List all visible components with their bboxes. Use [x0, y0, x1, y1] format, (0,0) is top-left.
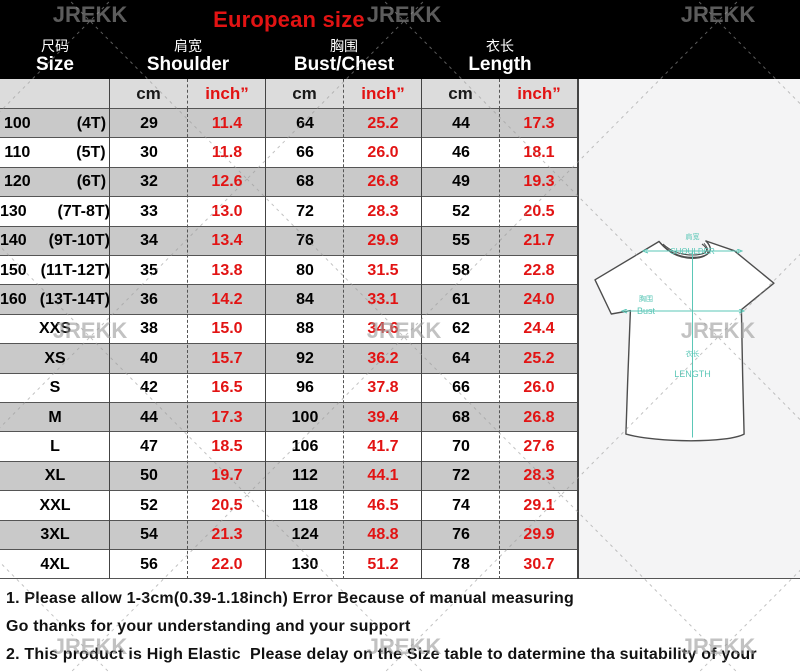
- svg-text:SHOULDER: SHOULDER: [670, 247, 715, 256]
- svg-text:LENGTH: LENGTH: [674, 369, 711, 379]
- svg-text:胸围: 胸围: [639, 294, 653, 303]
- svg-text:肩宽: 肩宽: [686, 232, 700, 241]
- svg-text:Bust: Bust: [637, 306, 656, 316]
- svg-text:衣长: 衣长: [686, 349, 700, 358]
